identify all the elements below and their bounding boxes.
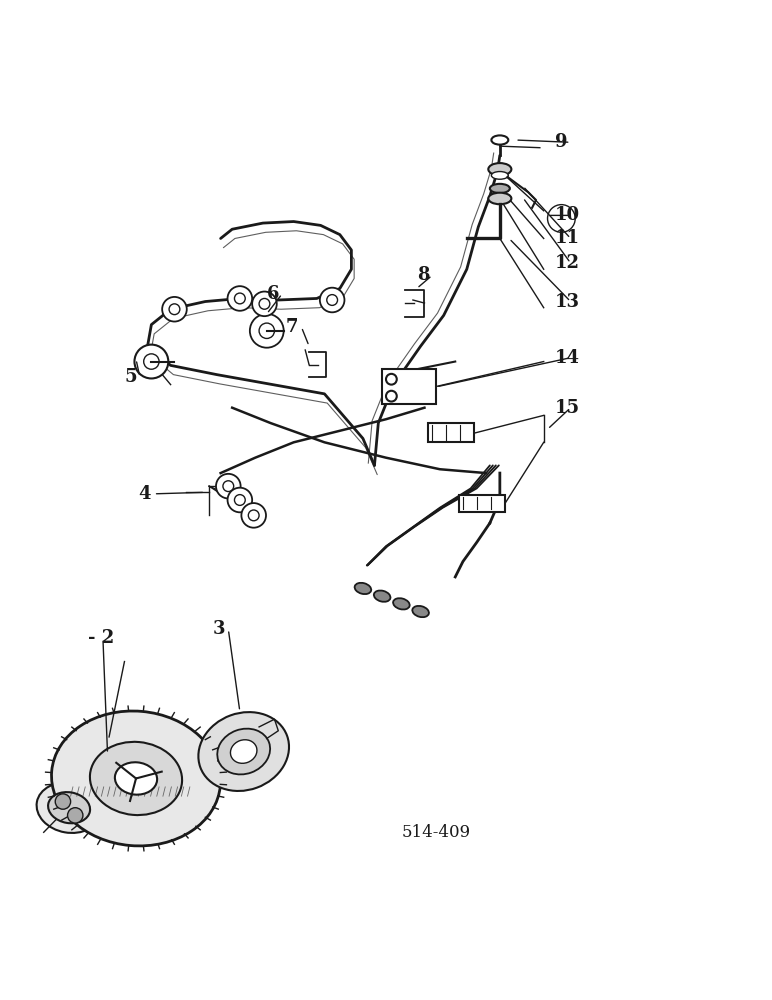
Circle shape bbox=[320, 288, 344, 312]
Text: 9: 9 bbox=[555, 133, 567, 151]
Circle shape bbox=[235, 293, 245, 304]
Ellipse shape bbox=[489, 163, 511, 175]
Circle shape bbox=[144, 354, 159, 369]
Circle shape bbox=[134, 345, 168, 378]
Circle shape bbox=[386, 374, 397, 385]
Circle shape bbox=[216, 474, 241, 498]
Text: 8: 8 bbox=[417, 266, 429, 284]
Ellipse shape bbox=[393, 598, 410, 609]
Ellipse shape bbox=[48, 792, 90, 823]
Circle shape bbox=[327, 295, 337, 305]
Circle shape bbox=[386, 391, 397, 402]
Text: 13: 13 bbox=[555, 293, 581, 311]
Text: 514-409: 514-409 bbox=[401, 824, 471, 841]
FancyBboxPatch shape bbox=[459, 495, 505, 512]
Ellipse shape bbox=[412, 606, 429, 617]
Circle shape bbox=[235, 495, 245, 505]
Ellipse shape bbox=[492, 135, 508, 145]
Text: 5: 5 bbox=[124, 368, 137, 386]
Text: 10: 10 bbox=[555, 206, 581, 224]
Circle shape bbox=[67, 808, 83, 823]
Circle shape bbox=[259, 298, 270, 309]
Text: 3: 3 bbox=[213, 620, 225, 638]
Ellipse shape bbox=[217, 729, 270, 774]
FancyBboxPatch shape bbox=[428, 423, 475, 442]
Ellipse shape bbox=[490, 184, 510, 193]
Circle shape bbox=[162, 297, 187, 322]
Ellipse shape bbox=[198, 712, 289, 791]
Circle shape bbox=[249, 510, 259, 521]
Text: 11: 11 bbox=[555, 229, 581, 247]
Text: - 2: - 2 bbox=[87, 629, 113, 647]
Ellipse shape bbox=[90, 742, 182, 815]
Circle shape bbox=[252, 292, 277, 316]
Circle shape bbox=[56, 794, 70, 809]
Ellipse shape bbox=[354, 583, 371, 594]
Ellipse shape bbox=[36, 782, 102, 833]
Text: 15: 15 bbox=[555, 399, 581, 417]
Text: 7: 7 bbox=[286, 318, 299, 336]
Circle shape bbox=[223, 481, 234, 492]
Circle shape bbox=[547, 205, 575, 232]
Text: 12: 12 bbox=[555, 254, 581, 272]
Circle shape bbox=[228, 488, 252, 512]
Ellipse shape bbox=[115, 762, 157, 795]
Circle shape bbox=[250, 314, 283, 348]
Ellipse shape bbox=[231, 740, 257, 763]
Ellipse shape bbox=[52, 711, 221, 846]
Text: 4: 4 bbox=[138, 485, 151, 503]
FancyBboxPatch shape bbox=[382, 369, 436, 404]
Text: 6: 6 bbox=[267, 285, 279, 303]
Ellipse shape bbox=[489, 193, 511, 204]
Ellipse shape bbox=[492, 172, 508, 179]
Ellipse shape bbox=[374, 591, 391, 602]
Circle shape bbox=[169, 304, 180, 315]
Circle shape bbox=[242, 503, 266, 528]
Circle shape bbox=[228, 286, 252, 311]
Circle shape bbox=[259, 323, 275, 338]
Text: 14: 14 bbox=[555, 349, 581, 367]
